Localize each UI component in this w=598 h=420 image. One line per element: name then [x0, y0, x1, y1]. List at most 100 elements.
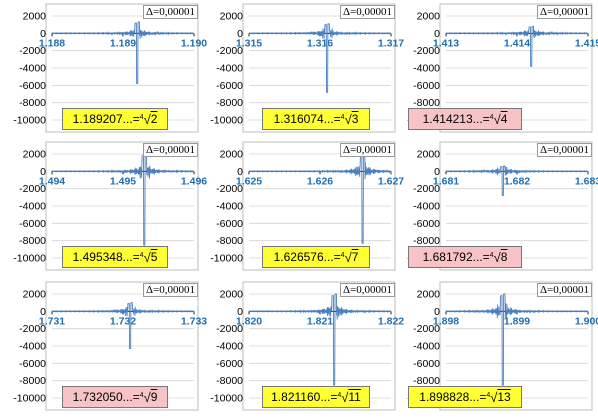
y-tick-label: 2000 [220, 149, 244, 161]
chart-panel: 2000 0 -2000 -4000 -6000 -8000 -10000 1.820 1.82… [201, 280, 404, 416]
y-tick-label: 0 [434, 28, 440, 40]
y-tick-label: -8000 [216, 375, 243, 387]
delta-label: Δ=0,00001 [339, 143, 395, 157]
delta-label: Δ=0,00001 [142, 283, 198, 297]
y-tick-label: -6000 [216, 218, 243, 230]
y-tick-label: -8000 [19, 235, 46, 247]
x-tick-label: 1.821 [307, 315, 333, 327]
root-value-badge: 1.681792...= 4 √ 8 [408, 246, 522, 268]
series-line [248, 293, 392, 386]
x-tick-label: 1.899 [504, 315, 530, 327]
radicand: 11 [348, 390, 361, 404]
y-tick-label: 0 [434, 306, 440, 318]
x-tick-label: 1.682 [504, 175, 530, 187]
root-value-text: 1.316074...= [273, 112, 341, 126]
y-tick-label: 2000 [23, 149, 47, 161]
y-tick-label: -4000 [216, 63, 243, 75]
y-tick-label: -6000 [413, 218, 440, 230]
x-tick-label: 1.732 [110, 315, 136, 327]
x-tick-label: 1.317 [378, 37, 404, 49]
radical-sign: √ [490, 389, 498, 405]
x-tick-label: 1.415 [575, 37, 598, 49]
chart-svg: 20000-2000-4000-6000-8000-100001.6811.68… [407, 141, 598, 271]
y-tick-label: -4000 [413, 341, 440, 353]
y-tick-label: 2000 [417, 11, 441, 23]
y-tick-label: -4000 [216, 201, 243, 213]
y-tick-label: -6000 [216, 358, 243, 370]
y-tick-label: 0 [40, 28, 46, 40]
series-line [445, 165, 589, 197]
y-tick-label: -6000 [19, 80, 46, 92]
delta-label: Δ=0,00001 [536, 5, 592, 19]
y-tick-label: -6000 [19, 358, 46, 370]
root-value-text: 1.681792...= [422, 250, 490, 264]
root-value-badge: 1.821160...= 4 √ 11 [262, 386, 370, 408]
radicand: 8 [500, 250, 508, 264]
radical-sign: √ [341, 389, 349, 405]
y-tick-label: -10000 [210, 115, 243, 127]
delta-label: Δ=0,00001 [142, 143, 198, 157]
radicand: 4 [500, 112, 508, 126]
y-tick-label: -2000 [216, 323, 243, 335]
root-value-badge: 1.626576...= 4 √ 7 [262, 246, 370, 268]
root-value-badge: 1.495348...= 4 √ 5 [62, 246, 168, 268]
x-tick-label: 1.190 [181, 37, 207, 49]
x-tick-label: 1.626 [307, 175, 333, 187]
root-value-badge: 1.898828...= 4 √ 13 [408, 386, 522, 408]
radical-sign: √ [493, 249, 501, 265]
root-value-text: 1.414213...= [422, 112, 490, 126]
root-value-badge: 1.414213...= 4 √ 4 [408, 108, 522, 130]
x-tick-label: 1.413 [433, 37, 459, 49]
radical-sign: √ [493, 111, 501, 127]
radicand: 2 [150, 112, 158, 126]
y-tick-label: -8000 [19, 375, 46, 387]
delta-label: Δ=0,00001 [536, 283, 592, 297]
radical-sign: √ [344, 111, 352, 127]
y-tick-label: -10000 [13, 253, 46, 265]
root-value-text: 1.898828...= [419, 390, 487, 404]
y-tick-label: 2000 [220, 289, 244, 301]
radicand: 7 [351, 250, 359, 264]
y-tick-label: 2000 [23, 11, 47, 23]
y-tick-label: -4000 [216, 341, 243, 353]
y-tick-label: -8000 [413, 97, 440, 109]
x-tick-label: 1.898 [433, 315, 459, 327]
y-tick-label: 2000 [220, 11, 244, 23]
y-tick-label: -10000 [13, 115, 46, 127]
y-tick-label: -2000 [19, 323, 46, 335]
x-tick-label: 1.627 [378, 175, 404, 187]
y-tick-label: -2000 [216, 45, 243, 57]
series-line [51, 302, 195, 350]
y-tick-label: -2000 [413, 323, 440, 335]
x-tick-label: 1.188 [39, 37, 65, 49]
radicand: 9 [150, 390, 158, 404]
y-tick-label: -4000 [19, 63, 46, 75]
root-value-text: 1.626576...= [273, 250, 341, 264]
delta-label: Δ=0,00001 [142, 5, 198, 19]
y-tick-label: -6000 [413, 358, 440, 370]
root-value-badge: 1.189207...= 4 √ 2 [62, 108, 168, 130]
y-tick-label: 0 [237, 306, 243, 318]
y-tick-label: 2000 [417, 289, 441, 301]
y-tick-label: -2000 [19, 45, 46, 57]
y-tick-label: -6000 [19, 218, 46, 230]
x-tick-label: 1.495 [110, 175, 136, 187]
radicand: 13 [497, 390, 511, 404]
y-tick-label: -2000 [19, 183, 46, 195]
root-value-text: 1.189207...= [72, 112, 140, 126]
delta-label: Δ=0,00001 [339, 5, 395, 19]
root-value-text: 1.732050...= [72, 390, 140, 404]
chart-panel: 2000 0 -2000 -4000 -6000 -8000 -10000 1.188 1.18… [4, 2, 207, 138]
series-line [51, 21, 195, 85]
delta-label: Δ=0,00001 [536, 143, 592, 157]
x-tick-label: 1.494 [39, 175, 65, 187]
y-tick-label: 2000 [417, 149, 441, 161]
chart-panel: 2000 0 -2000 -4000 -6000 -8000 -10000 1.494 1.49… [4, 140, 207, 276]
radicand: 5 [150, 250, 158, 264]
x-tick-label: 1.731 [39, 315, 65, 327]
series-line [445, 293, 589, 386]
x-tick-label: 1.316 [307, 37, 333, 49]
y-tick-label: -4000 [413, 201, 440, 213]
x-tick-label: 1.733 [181, 315, 207, 327]
y-tick-label: -2000 [413, 183, 440, 195]
